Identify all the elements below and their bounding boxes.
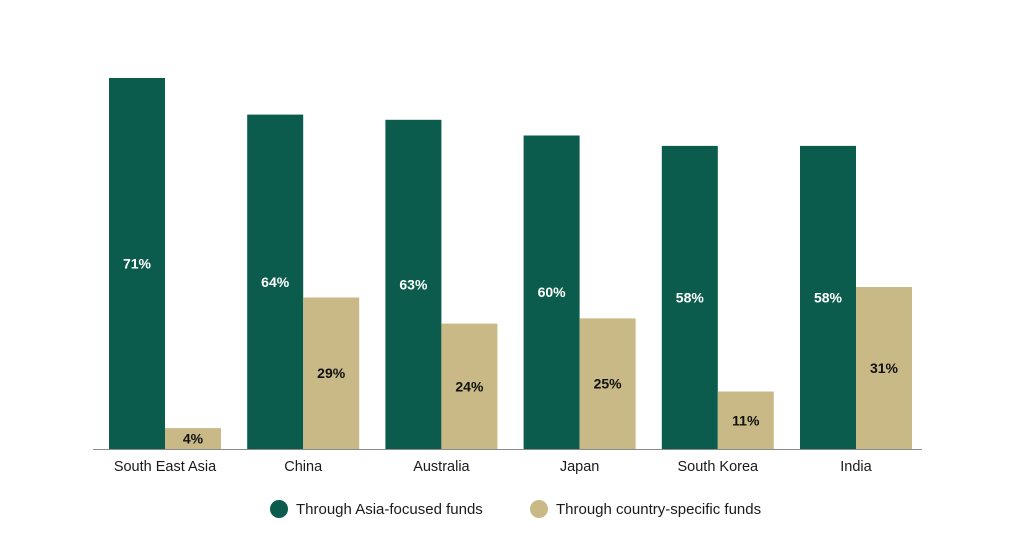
category-label-india: India [840, 459, 872, 475]
value-label-1-australia: 63% [399, 276, 428, 292]
value-label-2-china: 29% [317, 365, 346, 381]
bar-2-south-east-asia [165, 428, 221, 449]
bar-1-australia [385, 119, 442, 450]
value-label-1-india: 58% [814, 290, 843, 306]
value-label-2-australia: 24% [455, 378, 484, 394]
bar-2-china [303, 297, 360, 449]
value-label-2-japan: 25% [594, 376, 623, 392]
bar-1-south-korea [661, 145, 718, 449]
value-label-2-south-east-asia: 4% [183, 431, 204, 447]
category-labels-group: South East Asia China Australia Japan South … [114, 459, 873, 475]
category-label-south-korea: South Korea [677, 459, 759, 475]
value-label-1-china: 64% [261, 274, 290, 290]
bar-2-japan [579, 318, 636, 449]
category-label-australia: Australia [413, 459, 470, 475]
bar-2-australia [441, 323, 498, 449]
value-label-2-india: 31% [870, 360, 899, 376]
legend-label-series-2: Through country-specific funds [556, 501, 761, 518]
bar-2-south-korea [717, 391, 774, 449]
legend-swatch-series-1 [270, 500, 288, 518]
legend-label-series-1: Through Asia-focused funds [296, 501, 483, 518]
value-label-1-south-east-asia: 71% [123, 256, 152, 272]
bar-1-japan [523, 135, 580, 449]
legend-swatch-series-2 [530, 500, 548, 518]
bars-group [109, 78, 912, 450]
bar-2-india [856, 287, 912, 449]
value-labels-group: 71% 4% 64% 29% 63% 24% 60% 25% 58% 11% 58% 31% [123, 256, 899, 447]
category-label-china: China [284, 459, 323, 475]
bar-1-china [247, 114, 304, 449]
legend: Through Asia-focused funds Through count… [270, 500, 761, 518]
value-label-2-south-korea: 11% [732, 412, 760, 428]
value-label-1-south-korea: 58% [676, 290, 705, 306]
category-label-japan: Japan [560, 459, 600, 475]
value-label-1-japan: 60% [538, 284, 567, 300]
bar-1-india [800, 145, 856, 449]
category-label-south-east-asia: South East Asia [114, 459, 217, 475]
bar-1-south-east-asia [109, 78, 165, 449]
